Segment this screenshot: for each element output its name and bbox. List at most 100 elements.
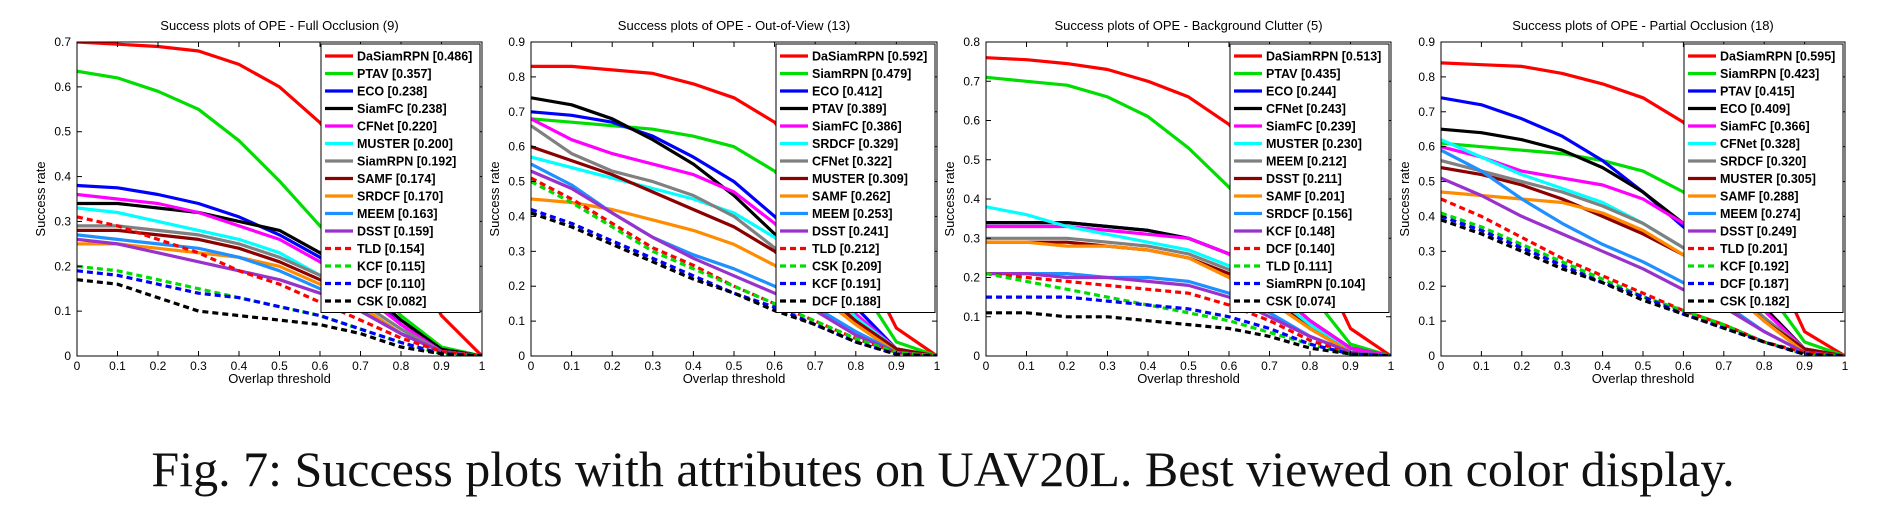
legend-entry: SiamRPN [0.192]	[357, 155, 456, 169]
y-tick-label: 0.8	[508, 70, 525, 84]
x-tick-label: 0.5	[1635, 359, 1652, 373]
series-line-9	[531, 197, 937, 356]
series-line-13	[531, 180, 937, 356]
y-tick-label: 0.8	[1418, 70, 1435, 84]
chart-title: Success plots of OPE - Partial Occlusion…	[1512, 18, 1774, 33]
x-tick-label: 0.3	[1554, 359, 1571, 373]
series-line-9	[986, 240, 1391, 356]
x-tick-label: 0	[528, 359, 535, 373]
series-line-15	[1441, 218, 1845, 356]
x-tick-label: 0.4	[1594, 359, 1611, 373]
series-line-12	[531, 176, 937, 356]
legend-entry: KCF [0.192]	[1720, 260, 1789, 274]
series-line-11	[531, 169, 937, 356]
y-tick-label: 0.5	[54, 125, 71, 139]
figure-caption: Fig. 7: Success plots with attributes on…	[151, 441, 1735, 497]
series-line-14	[77, 269, 482, 356]
x-tick-label: 0.7	[1715, 359, 1732, 373]
x-tick-label: 0.8	[847, 359, 864, 373]
y-tick-label: 0.7	[1418, 105, 1435, 119]
legend-entry: SiamFC [0.386]	[812, 120, 902, 134]
legend-entry: DCF [0.188]	[812, 295, 881, 309]
x-tick-label: 0.1	[563, 359, 580, 373]
chart-panel-1: Success plots of OPE - Full Occlusion (9…	[33, 18, 486, 386]
x-tick-label: 0.4	[685, 359, 702, 373]
legend: DaSiamRPN [0.592] SiamRPN [0.479] ECO [0.4…	[775, 43, 936, 313]
legend-entry: SRDCF [0.170]	[357, 190, 443, 204]
legend-entry: CSK [0.074]	[1266, 295, 1335, 309]
y-tick-label: 0.8	[963, 35, 980, 49]
legend-entry: SAMF [0.201]	[1266, 190, 1345, 204]
series-line-15	[531, 211, 937, 356]
x-tick-label: 0.6	[1221, 359, 1238, 373]
legend-entry: SRDCF [0.329]	[812, 137, 898, 151]
charts-svg: Success plots of OPE - Full Occlusion (9…	[33, 18, 1849, 386]
legend-entry: CFNet [0.322]	[812, 155, 892, 169]
legend-entry: DCF [0.140]	[1266, 242, 1335, 256]
y-tick-label: 0.9	[508, 35, 525, 49]
legend-entry: TLD [0.212]	[812, 242, 879, 256]
x-tick-label: 1	[934, 359, 941, 373]
x-tick-label: 0.2	[1513, 359, 1530, 373]
x-tick-label: 0.8	[1756, 359, 1773, 373]
y-tick-label: 0.6	[963, 114, 980, 128]
legend-entry: SRDCF [0.320]	[1720, 155, 1806, 169]
legend-entry: KCF [0.115]	[357, 260, 425, 274]
x-tick-label: 0.9	[1796, 359, 1813, 373]
x-tick-label: 1	[479, 359, 486, 373]
x-tick-label: 1	[1388, 359, 1395, 373]
chart-title: Success plots of OPE - Full Occlusion (9…	[160, 18, 398, 33]
legend-entry: TLD [0.154]	[357, 242, 424, 256]
y-tick-label: 0.9	[1418, 35, 1435, 49]
x-tick-label: 0.3	[1099, 359, 1116, 373]
legend-entry: ECO [0.238]	[357, 85, 427, 99]
legend-entry: MUSTER [0.309]	[812, 172, 908, 186]
x-axis-label: Overlap threshold	[683, 371, 786, 386]
series-line-15	[986, 311, 1391, 356]
legend-entry: MUSTER [0.200]	[357, 137, 453, 151]
legend-entry: DaSiamRPN [0.592]	[812, 50, 927, 64]
legend-entry: TLD [0.111]	[1266, 260, 1332, 274]
legend-entry: CFNet [0.220]	[357, 120, 437, 134]
legend-entry: KCF [0.191]	[812, 277, 881, 291]
series-line-12	[77, 215, 482, 356]
legend-entry: CSK [0.209]	[812, 260, 881, 274]
y-tick-label: 0.3	[54, 214, 71, 228]
series-line-2	[77, 69, 482, 356]
series-line-12	[1441, 197, 1845, 356]
y-tick-label: 0.4	[1418, 209, 1435, 223]
legend-entry: SAMF [0.288]	[1720, 190, 1799, 204]
x-tick-label: 0	[74, 359, 81, 373]
x-tick-label: 0.6	[766, 359, 783, 373]
legend-entry: DSST [0.159]	[357, 225, 433, 239]
y-axis-label: Success rate	[487, 161, 502, 236]
series-line-7	[1441, 159, 1845, 356]
y-tick-label: 0.4	[508, 209, 525, 223]
series-group	[531, 64, 937, 356]
x-tick-label: 0.7	[1261, 359, 1278, 373]
x-tick-label: 0.7	[807, 359, 824, 373]
series-line-5	[531, 117, 937, 356]
legend-entry: KCF [0.148]	[1266, 225, 1335, 239]
series-line-6	[986, 205, 1391, 356]
legend-entry: SRDCF [0.156]	[1266, 207, 1352, 221]
series-line-7	[77, 224, 482, 356]
x-tick-label: 0.8	[393, 359, 410, 373]
legend: DaSiamRPN [0.513] PTAV [0.435] ECO [0.244]…	[1229, 43, 1390, 313]
x-tick-label: 0.2	[150, 359, 167, 373]
legend-entry: SiamFC [0.366]	[1720, 120, 1810, 134]
x-tick-label: 0.8	[1302, 359, 1319, 373]
x-tick-label: 0.7	[352, 359, 369, 373]
y-tick-label: 0.7	[963, 74, 980, 88]
y-tick-label: 0.3	[1418, 244, 1435, 258]
legend-entry: CSK [0.082]	[357, 295, 426, 309]
y-tick-label: 0.1	[963, 310, 980, 324]
legend-entry: MEEM [0.274]	[1720, 207, 1801, 221]
x-tick-label: 0.9	[433, 359, 450, 373]
legend-entry: PTAV [0.389]	[812, 102, 887, 116]
x-tick-label: 0.4	[1140, 359, 1157, 373]
series-line-14	[986, 295, 1391, 356]
y-tick-label: 0.6	[508, 140, 525, 154]
x-axis-label: Overlap threshold	[1137, 371, 1240, 386]
legend-entry: SiamRPN [0.479]	[812, 67, 911, 81]
